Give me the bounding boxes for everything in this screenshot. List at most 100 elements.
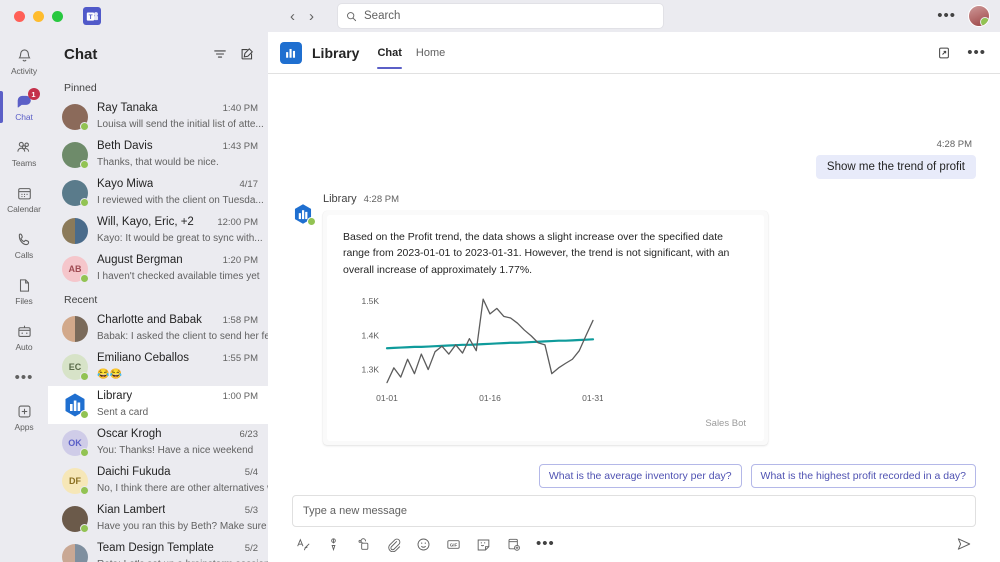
message-input[interactable]: Type a new message [292,495,976,527]
presence-indicator [80,486,89,495]
rail-more-button[interactable]: ••• [14,368,34,386]
sidebar-item-apps[interactable]: Apps [0,394,48,440]
avatar-initials: DF [69,476,81,486]
sidebar-item-files[interactable]: Files [0,268,48,314]
list-item[interactable]: DF Daichi Fukuda 5/4 No, I think there a… [48,462,268,500]
chat-time: 1:58 PM [222,315,258,326]
chat-preview: Have you ran this by Beth? Make sure she… [97,521,268,532]
forward-button[interactable]: › [309,7,314,25]
profit-trend-chart: 1.3K 1.4K 1.5K 01-01 01-16 01-31 [343,286,748,416]
avatar-initials: OK [68,438,82,448]
svg-text:GIF: GIF [450,542,458,547]
chat-time: 6/23 [239,429,259,440]
list-item-library[interactable]: Library 1:00 PM Sent a card [48,386,268,424]
minimize-window-button[interactable] [33,10,44,22]
list-item[interactable]: Ray Tanaka 1:40 PM Louisa will send the … [48,98,268,136]
window-more-button[interactable]: ••• [937,7,956,24]
sidebar-label-calls: Calls [14,250,34,260]
sidebar-label-activity: Activity [10,66,38,76]
search-bar[interactable]: Search [338,4,663,28]
tab-home[interactable]: Home [415,46,446,59]
list-item[interactable]: Beth Davis 1:43 PM Thanks, that would be… [48,136,268,174]
chat-time: 5/2 [244,543,258,554]
suggestion-chip-2[interactable]: What is the highest profit recorded in a… [750,464,976,488]
user-avatar[interactable] [968,5,990,27]
conversation-header: Library Chat Home ••• [268,32,1000,74]
conversation-area: 4:28 PM Show me the trend of profit Libr… [268,74,1000,464]
suggestion-chip-1[interactable]: What is the average inventory per day? [538,464,742,488]
chat-time: 1:00 PM [222,391,258,402]
chat-icon: 1 [15,88,40,111]
search-placeholder: Search [364,10,401,22]
list-item[interactable]: OK Oscar Krogh 6/23 You: Thanks! Have a … [48,424,268,462]
loop-icon[interactable] [356,537,371,552]
list-item[interactable]: Team Design Template 5/2 Reta: Let's set… [48,538,268,562]
list-item[interactable]: Kayo Miwa 4/17 I reviewed with the clien… [48,174,268,212]
adaptive-card: Based on the Profit trend, the data show… [323,211,768,445]
main-pane: Library Chat Home ••• 4:28 PM Show me th… [268,32,1000,562]
schedule-icon[interactable] [506,537,521,552]
sticker-icon[interactable] [476,537,491,552]
gif-icon[interactable]: GIF [446,537,461,552]
chat-preview: 😂😂 [97,369,122,380]
chat-list-header: Chat [48,32,268,76]
close-window-button[interactable] [14,10,25,22]
sidebar-item-chat[interactable]: 1 Chat [0,84,48,130]
sidebar-label-apps: Apps [14,422,34,432]
tab-chat[interactable]: Chat [377,32,403,73]
list-item[interactable]: Will, Kayo, Eric, +2 12:00 PM Kayo: It w… [48,212,268,250]
message-timestamp: 4:28 PM [363,194,400,205]
sidebar-label-files: Files [15,296,33,306]
sidebar-item-calls[interactable]: Calls [0,222,48,268]
chart-canvas: 1.3K 1.4K 1.5K 01-01 01-16 01-31 [362,296,605,403]
chart-series-trend [385,338,595,350]
priority-icon[interactable] [326,537,341,552]
avatar-initials: AB [68,264,82,274]
list-item[interactable]: AB August Bergman 1:20 PM I haven't chec… [48,250,268,288]
chat-preview: I reviewed with the client on Tuesda... [97,195,264,206]
sidebar-item-calendar[interactable]: Calendar [0,176,48,222]
list-item[interactable]: EC Emiliano Ceballos 1:55 PM 😂😂 [48,348,268,386]
send-icon[interactable] [956,536,972,552]
sidebar-item-teams[interactable]: Teams [0,130,48,176]
library-chart-icon [65,393,85,417]
chart-series-profit [386,298,594,384]
filter-icon[interactable] [213,47,227,61]
compose-icon[interactable] [240,47,254,61]
sidebar-item-activity[interactable]: Activity [0,38,48,84]
chat-preview: No, I think there are other alternatives… [97,483,268,494]
list-item[interactable]: Kian Lambert 5/3 Have you ran this by Be… [48,500,268,538]
message-bubble: Show me the trend of profit [815,155,976,179]
y-tick-label: 1.4K [362,330,380,340]
message-author: Library [323,193,357,205]
presence-indicator [80,448,89,457]
card-summary-text: Based on the Profit trend, the data show… [343,231,730,276]
page-title: Library [312,44,360,61]
chat-name: Library [97,390,133,402]
tab-strip: Chat Home [377,32,445,73]
chat-name: Kayo Miwa [97,178,154,190]
attach-icon[interactable] [386,537,401,552]
emoji-icon[interactable] [416,537,431,552]
x-tick-label: 01-31 [582,393,603,403]
avatar-initials: EC [68,362,82,372]
window-controls[interactable] [0,10,63,22]
section-label-recent: Recent [64,294,98,306]
sidebar-item-auto[interactable]: Auto [0,314,48,360]
list-item[interactable]: Charlotte and Babak 1:58 PM Babak: I ask… [48,310,268,348]
composer-more-icon[interactable]: ••• [536,535,555,552]
chat-unread-badge: 1 [27,88,40,100]
maximize-window-button[interactable] [52,10,63,22]
chat-name: Emiliano Ceballos [97,352,190,364]
format-icon[interactable] [296,537,311,552]
navigation-arrows[interactable]: ‹ › [290,8,314,25]
popout-icon[interactable] [937,46,951,60]
titlebar-right: ••• [937,5,990,27]
x-tick-label: 01-01 [376,393,398,403]
avatar: AB [62,256,89,283]
back-button[interactable]: ‹ [290,7,295,25]
presence-indicator [80,122,89,131]
chat-name: Daichi Fukuda [97,466,171,478]
more-icon[interactable]: ••• [967,43,986,61]
